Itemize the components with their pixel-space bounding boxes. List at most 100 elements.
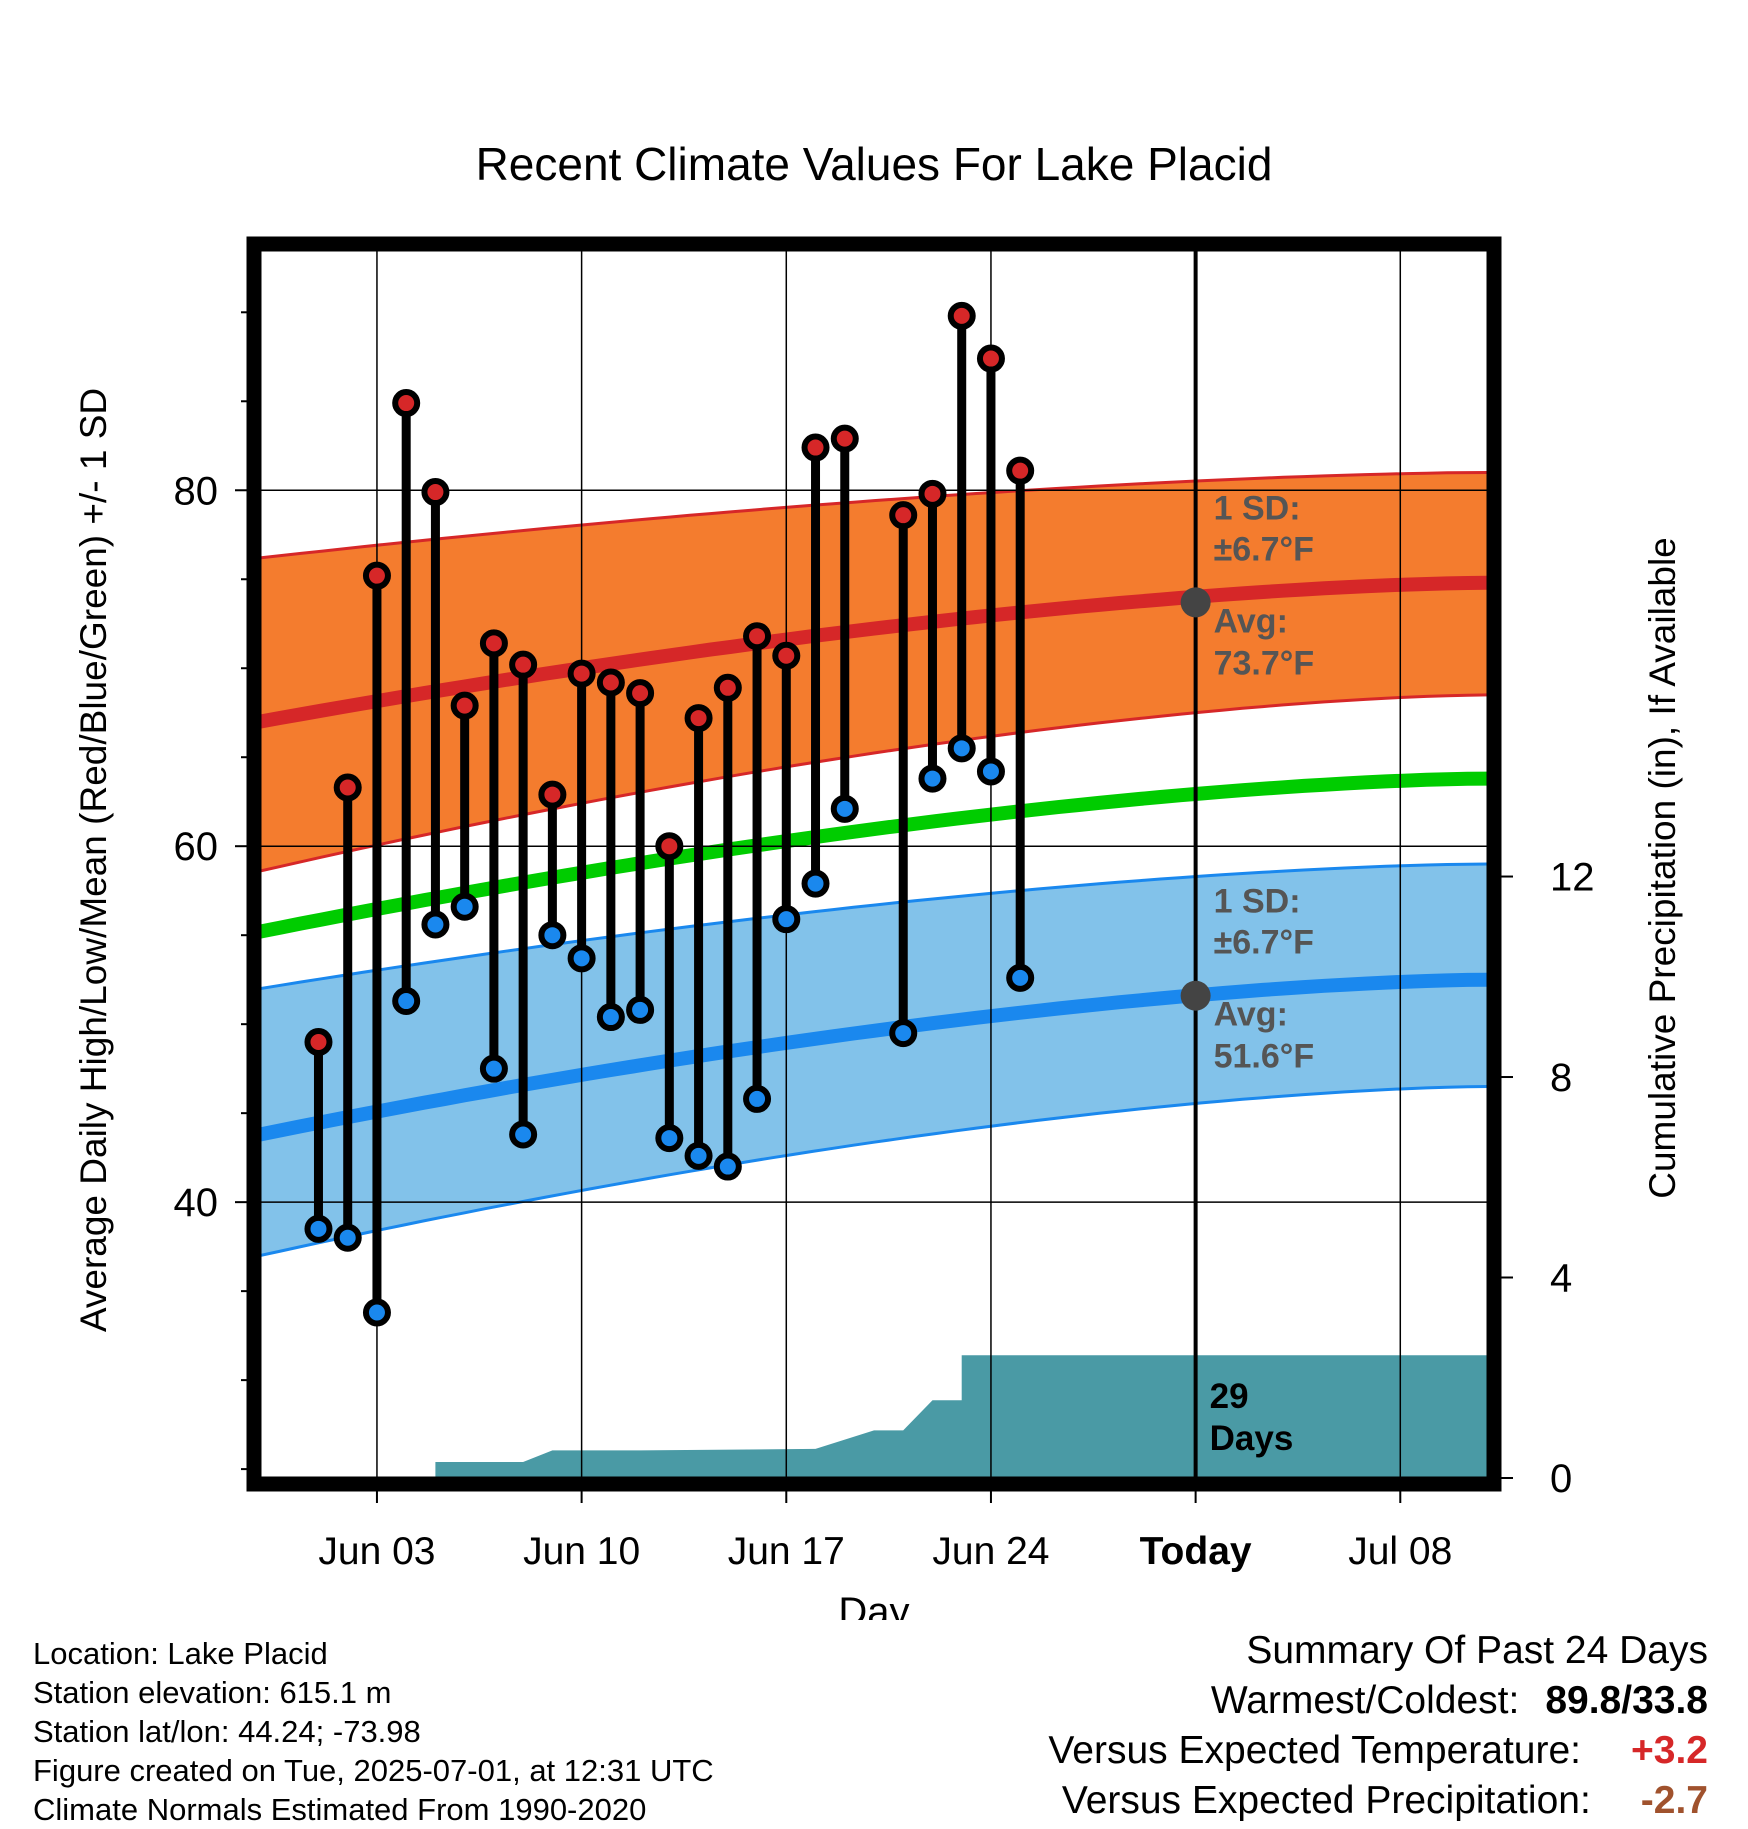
day-high-point <box>1006 456 1035 485</box>
precip-value: -2.7 <box>1640 1779 1708 1822</box>
warmest-coldest-value: 89.8/33.8 <box>1545 1679 1708 1722</box>
normal-high-line <box>260 575 1488 729</box>
y-tick-label: 80 <box>174 469 219 513</box>
x-tick-label: Jun 10 <box>523 1530 640 1573</box>
day-high-point <box>830 424 859 453</box>
info-normals: Climate Normals Estimated From 1990-2020 <box>33 1792 647 1827</box>
plot-frame <box>246 236 1502 1492</box>
x-tick-label: Jul 08 <box>1348 1530 1452 1573</box>
day-high-point <box>947 301 976 330</box>
day-low-point <box>362 1298 391 1327</box>
day-low-point <box>509 1120 538 1149</box>
day-low-point <box>421 910 450 939</box>
day-low-point <box>450 892 479 921</box>
info-elevation: Station elevation: 615.1 m <box>33 1675 392 1710</box>
high-sd-value: ±6.7°F <box>1214 530 1314 568</box>
info-location: Location: Lake Placid <box>33 1636 328 1671</box>
day-high-point <box>567 659 596 688</box>
day-high-point <box>801 433 830 462</box>
day-high-point <box>362 561 391 590</box>
day-high-point <box>596 668 625 697</box>
days-count-label: 29 <box>1210 1377 1249 1416</box>
day-high-point <box>976 344 1005 373</box>
day-high-point <box>743 622 772 651</box>
summary-panel: Summary Of Past 24 Days Warmest/Coldest:… <box>1048 1626 1708 1826</box>
high-sd-band <box>260 472 1488 872</box>
day-low-point <box>567 944 596 973</box>
x-axis-label: Day <box>838 1590 909 1620</box>
day-high-point <box>479 629 508 658</box>
day-high-point <box>450 691 479 720</box>
info-created: Figure created on Tue, 2025-07-01, at 12… <box>33 1753 714 1788</box>
precipitation-area <box>435 1355 1488 1478</box>
low-sd-label: 1 SD: <box>1214 883 1301 921</box>
summary-temperature: Versus Expected Temperature: +3.2 <box>1048 1726 1708 1776</box>
low-lower-line <box>260 1085 1488 1257</box>
y2-tick-label: 4 <box>1550 1257 1572 1301</box>
day-low-point <box>801 869 830 898</box>
today-low-marker <box>1180 980 1211 1011</box>
y2-tick-label: 0 <box>1550 1457 1572 1501</box>
y-tick-label: 60 <box>174 825 219 869</box>
warmest-coldest-label: Warmest/Coldest: <box>1210 1679 1520 1722</box>
day-low-point <box>684 1141 713 1170</box>
day-low-point <box>889 1019 918 1048</box>
day-low-point <box>538 921 567 950</box>
low-avg-label: Avg: <box>1214 996 1288 1034</box>
high-upper-line <box>260 471 1488 560</box>
temp-value: +3.2 <box>1631 1729 1708 1772</box>
day-low-point <box>918 764 947 793</box>
low-sd-band <box>260 864 1488 1256</box>
day-low-point <box>976 757 1005 786</box>
day-low-point <box>1006 963 1035 992</box>
x-tick-label: Jun 17 <box>728 1530 845 1573</box>
normal-low-line <box>260 972 1488 1142</box>
day-low-point <box>626 995 655 1024</box>
day-low-point <box>479 1054 508 1083</box>
day-low-point <box>947 734 976 763</box>
y-tick-label: 40 <box>174 1181 219 1225</box>
day-high-point <box>889 501 918 530</box>
day-low-point <box>772 905 801 934</box>
summary-warmest-coldest: Warmest/Coldest: 89.8/33.8 <box>1048 1676 1708 1726</box>
low-sd-value: ±6.7°F <box>1214 924 1314 962</box>
day-high-point <box>918 479 947 508</box>
x-tick-label: Jun 24 <box>932 1530 1049 1573</box>
climate-chart: Recent Climate Values For Lake Placid 1 … <box>73 138 1683 1620</box>
day-low-point <box>713 1152 742 1181</box>
day-low-point <box>333 1223 362 1252</box>
x-tick-label: Today <box>1140 1530 1252 1573</box>
day-high-point <box>421 478 450 507</box>
day-low-point <box>596 1003 625 1032</box>
day-high-point <box>655 832 684 861</box>
high-sd-label: 1 SD: <box>1214 489 1301 527</box>
x-tick-label: Jun 03 <box>318 1530 435 1573</box>
y2-axis-label: Cumulative Precipitation (in), If Availa… <box>1642 537 1683 1199</box>
temp-label: Versus Expected Temperature: <box>1048 1729 1581 1772</box>
today-high-marker <box>1180 587 1211 618</box>
day-high-point <box>626 679 655 708</box>
y-axis-label: Average Daily High/Low/Mean (Red/Blue/Gr… <box>73 388 114 1332</box>
summary-title: Summary Of Past 24 Days <box>1246 1629 1708 1672</box>
day-high-point <box>772 641 801 670</box>
high-avg-value: 73.7°F <box>1214 644 1315 682</box>
day-high-point <box>713 673 742 702</box>
summary-precipitation: Versus Expected Precipitation: -2.7 <box>1048 1776 1708 1826</box>
precip-label: Versus Expected Precipitation: <box>1061 1779 1591 1822</box>
days-label: Days <box>1210 1419 1294 1458</box>
day-high-point <box>333 773 362 802</box>
day-low-point <box>304 1214 333 1243</box>
y2-tick-label: 12 <box>1550 856 1595 900</box>
day-low-point <box>392 987 421 1016</box>
y2-tick-label: 8 <box>1550 1056 1572 1100</box>
day-high-point <box>684 704 713 733</box>
info-latlon: Station lat/lon: 44.24; -73.98 <box>33 1714 421 1749</box>
high-avg-label: Avg: <box>1214 602 1288 640</box>
day-high-point <box>509 650 538 679</box>
day-low-point <box>830 794 859 823</box>
day-low-point <box>743 1084 772 1113</box>
chart-title: Recent Climate Values For Lake Placid <box>476 138 1273 190</box>
low-upper-line <box>260 862 1488 991</box>
day-high-point <box>304 1027 333 1056</box>
